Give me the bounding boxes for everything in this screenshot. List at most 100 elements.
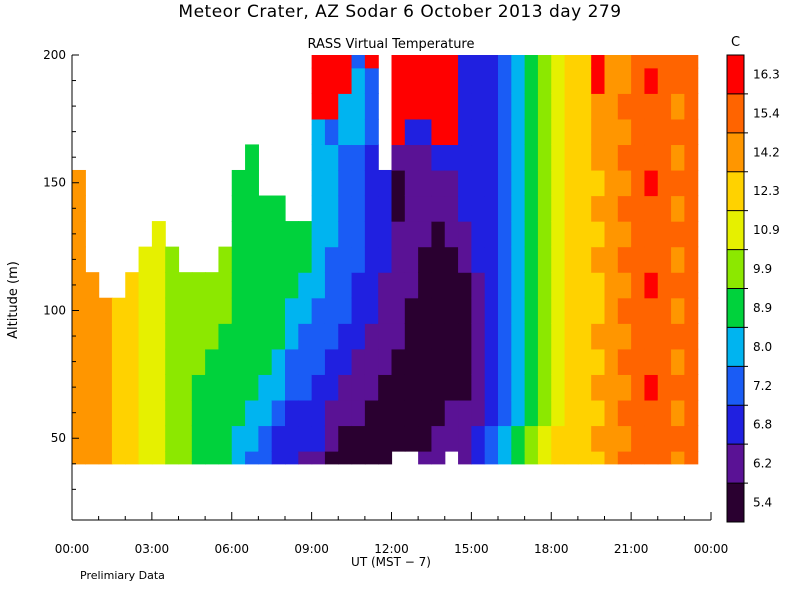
heatmap-cell: [258, 195, 273, 222]
heatmap-cell: [471, 221, 486, 248]
heatmap-cell: [138, 272, 153, 299]
heatmap-cell: [431, 348, 446, 375]
heatmap-cell: [271, 348, 286, 375]
heatmap-cell: [511, 374, 526, 401]
heatmap-cell: [551, 425, 566, 452]
heatmap-cell: [484, 272, 499, 299]
heatmap-cell: [671, 169, 685, 197]
heatmap-cell: [178, 374, 193, 401]
heatmap-cell: [484, 425, 499, 452]
heatmap-cell: [338, 297, 353, 324]
heatmap-cell: [351, 425, 366, 452]
heatmap-cell: [324, 93, 339, 120]
heatmap-cell: [245, 297, 259, 324]
heatmap-cell: [165, 348, 180, 375]
heatmap-cell: [311, 348, 326, 375]
heatmap-cell: [364, 399, 379, 427]
heatmap-cell: [537, 246, 552, 273]
heatmap-cell: [351, 195, 366, 222]
heatmap-cell: [684, 67, 699, 94]
heatmap-cell: [418, 348, 433, 375]
heatmap-cell: [617, 297, 632, 324]
heatmap-cell: [631, 55, 646, 69]
heatmap-cell: [125, 272, 140, 299]
heatmap-cell: [351, 272, 366, 299]
heatmap-cell: [484, 399, 499, 427]
heatmap-cell: [657, 144, 672, 171]
heatmap-cell: [338, 55, 353, 69]
heatmap-cell: [85, 425, 100, 452]
heatmap-cell: [351, 348, 366, 375]
heatmap-cell: [138, 451, 153, 465]
heatmap-cell: [245, 323, 259, 350]
heatmap-cell: [191, 297, 206, 324]
heatmap-cell: [311, 93, 326, 120]
heatmap-cell: [231, 374, 246, 401]
heatmap-cell: [431, 67, 446, 94]
heatmap-cell: [577, 169, 592, 197]
heatmap-cell: [537, 221, 552, 248]
heatmap-cell: [191, 323, 206, 350]
heatmap-cell: [631, 348, 646, 375]
heatmap-cell: [631, 144, 646, 171]
heatmap-cell: [604, 374, 619, 401]
heatmap-cell: [458, 221, 472, 248]
heatmap-cell: [324, 118, 339, 146]
heatmap-cell: [205, 425, 220, 452]
heatmap-cell: [258, 297, 273, 324]
heatmap-cell: [72, 399, 86, 427]
heatmap-cell: [311, 67, 326, 94]
heatmap-cell: [657, 348, 672, 375]
heatmap-cell: [404, 118, 419, 146]
colorbar-swatch: [727, 132, 744, 173]
heatmap-cell: [431, 323, 446, 350]
heatmap-cell: [644, 195, 659, 222]
heatmap-cell: [271, 297, 286, 324]
heatmap-cell: [378, 272, 393, 299]
heatmap-cell: [551, 144, 566, 171]
heatmap-cell: [151, 297, 166, 324]
heatmap-cell: [218, 399, 233, 427]
heatmap-cell: [484, 169, 499, 197]
heatmap-cell: [231, 425, 246, 452]
heatmap-cell: [484, 323, 499, 350]
heatmap-cell: [151, 374, 166, 401]
heatmap-cell: [338, 451, 353, 465]
heatmap-cell: [125, 348, 140, 375]
heatmap-cell: [364, 195, 379, 222]
x-tick-label: 18:00: [534, 542, 569, 556]
heatmap-cell: [258, 425, 273, 452]
heatmap-cell: [258, 246, 273, 273]
heatmap-cell: [245, 348, 259, 375]
preliminary-data-note: Prelimiary Data: [80, 569, 165, 582]
heatmap-cell: [98, 425, 113, 452]
colorbar-label: 12.3: [753, 184, 780, 198]
heatmap-cell: [205, 348, 220, 375]
heatmap-cell: [591, 221, 606, 248]
heatmap-cell: [564, 144, 579, 171]
heatmap-cell: [644, 93, 659, 120]
heatmap-cell: [564, 374, 579, 401]
heatmap-cell: [684, 297, 699, 324]
heatmap-cell: [205, 323, 220, 350]
heatmap-cell: [617, 67, 632, 94]
heatmap-cell: [631, 297, 646, 324]
heatmap-cell: [285, 399, 299, 427]
heatmap-cell: [138, 374, 153, 401]
heatmap-cell: [551, 195, 566, 222]
heatmap-cell: [511, 195, 526, 222]
heatmap-cell: [311, 272, 326, 299]
heatmap-cell: [418, 451, 433, 465]
heatmap-cell: [551, 67, 566, 94]
heatmap-cell: [617, 246, 632, 273]
heatmap-cell: [218, 323, 233, 350]
heatmap-cell: [551, 118, 566, 146]
heatmap-cell: [577, 67, 592, 94]
heatmap-cell: [551, 93, 566, 120]
heatmap-cell: [671, 221, 685, 248]
heatmap-cell: [178, 348, 193, 375]
heatmap-cell: [245, 144, 259, 171]
heatmap-cell: [218, 246, 233, 273]
heatmap-cell: [577, 374, 592, 401]
heatmap-cell: [85, 451, 100, 465]
